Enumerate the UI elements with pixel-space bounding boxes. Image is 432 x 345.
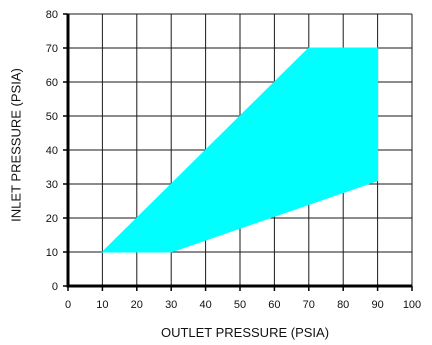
operating-region — [101, 47, 379, 253]
x-tick-label: 60 — [268, 299, 280, 311]
y-tick-label: 10 — [46, 247, 58, 259]
x-tick-label: 80 — [337, 299, 349, 311]
x-tick-label: 100 — [403, 299, 421, 311]
axes — [63, 13, 413, 291]
x-tick-label: 0 — [65, 299, 71, 311]
x-tick-label: 70 — [303, 299, 315, 311]
y-tick-label: 20 — [46, 213, 58, 225]
x-tick-label: 40 — [199, 299, 211, 311]
x-tick-label: 30 — [165, 299, 177, 311]
y-tick-label: 40 — [46, 145, 58, 157]
x-tick-label: 10 — [96, 299, 108, 311]
y-tick-label: 60 — [46, 77, 58, 89]
y-tick-label: 70 — [46, 43, 58, 55]
x-tick-labels: 0 10 20 30 40 50 60 70 80 90 100 — [65, 299, 421, 311]
x-tick-label: 50 — [234, 299, 246, 311]
x-tick-label: 20 — [131, 299, 143, 311]
y-axis-label: INLET PRESSURE (PSIA) — [8, 68, 23, 222]
y-tick-labels: 0 10 20 30 40 50 60 70 80 — [46, 9, 58, 293]
x-axis-label: OUTLET PRESSURE (PSIA) — [161, 325, 329, 340]
x-tick-label: 90 — [371, 299, 383, 311]
y-tick-label: 30 — [46, 179, 58, 191]
y-tick-label: 80 — [46, 9, 58, 21]
y-tick-label: 50 — [46, 111, 58, 123]
y-tick-label: 0 — [52, 281, 58, 293]
